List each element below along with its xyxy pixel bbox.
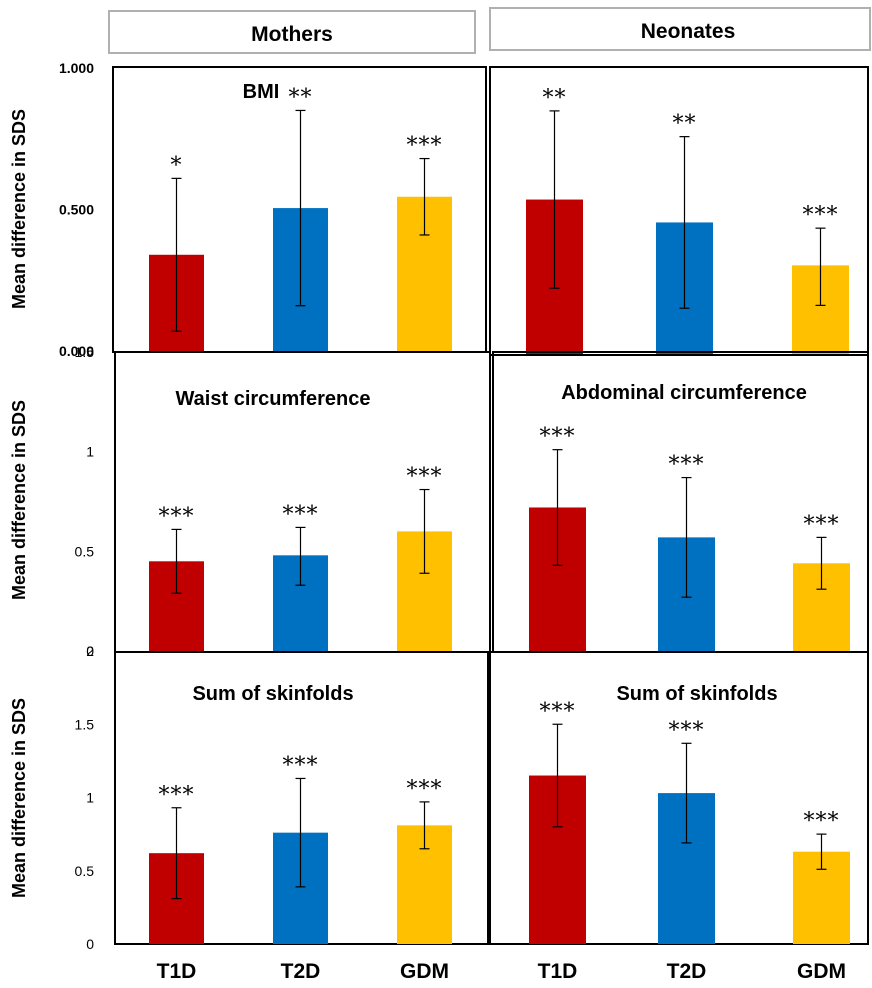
y-tick-label: 0.5 [75,863,95,879]
chart-panel-4: Abdominal circumference *** *** *** [492,351,869,653]
chart-panel-6: Sum of skinfolds *** *** *** T1D T2D GDM [489,651,869,983]
panel-title: Abdominal circumference [561,382,807,404]
significance-marker: *** [804,512,840,537]
y-tick-label: 0 [86,643,94,659]
y-tick-label: 0.500 [59,202,94,218]
y-tick-label: 0 [86,936,94,952]
x-category-label: T2D [281,960,321,983]
x-category-label: T1D [538,960,578,983]
significance-marker: ** [289,85,313,110]
significance-marker: *** [159,504,195,529]
y-tick-label: 1.5 [75,344,95,360]
y-tick-label: 1 [86,790,94,806]
panel-title: Sum of skinfolds [192,683,353,705]
significance-marker: * [171,153,183,178]
significance-marker: *** [407,465,443,490]
significance-marker: *** [407,134,443,159]
significance-marker: *** [283,753,319,778]
chart-panel-2: ******* [489,66,869,356]
chart-panel-5: 0 0.5 1 1.5 2 Mean difference in SDS Sum of sk… [9,643,489,983]
significance-marker: *** [804,809,840,834]
significance-marker: *** [283,502,319,527]
x-category-label: T1D [157,960,197,983]
header-neonates: Neonates [489,7,871,51]
significance-marker: *** [540,425,576,450]
panel-title: Sum of skinfolds [616,683,777,705]
significance-marker: *** [669,718,705,743]
y-axis-label: Mean difference in SDS [9,109,29,309]
header-mothers-label: Mothers [251,23,333,46]
significance-marker: *** [407,777,443,802]
panel-title: Waist circumference [176,388,371,410]
significance-marker: *** [159,783,195,808]
panel-title: BMI [243,81,280,103]
chart-panel-3: 0 0.5 1 1.5 Mean difference in SDS Waist circ… [9,344,491,659]
panel-frame [489,66,869,356]
significance-marker: ** [673,112,697,137]
chart-panel-1: 0.000 0.500 1.000 Mean difference in SDS BMI… [9,60,487,359]
header-neonates-label: Neonates [641,20,736,43]
y-axis-label: Mean difference in SDS [9,698,29,898]
x-category-label: GDM [797,960,846,983]
y-tick-label: 1.000 [59,60,94,76]
x-category-label: T2D [667,960,707,983]
y-tick-label: 0.000 [59,343,94,359]
significance-marker: ** [543,86,567,111]
significance-marker: *** [669,453,705,478]
header-mothers: Mothers [108,10,476,54]
y-tick-label: 2 [86,643,94,659]
y-tick-label: 1.5 [75,716,95,732]
significance-marker: *** [803,203,839,228]
x-category-label: GDM [400,960,449,983]
y-tick-label: 0.5 [75,543,95,559]
y-axis-label: Mean difference in SDS [9,400,29,600]
significance-marker: *** [540,699,576,724]
y-tick-label: 1 [86,444,94,460]
